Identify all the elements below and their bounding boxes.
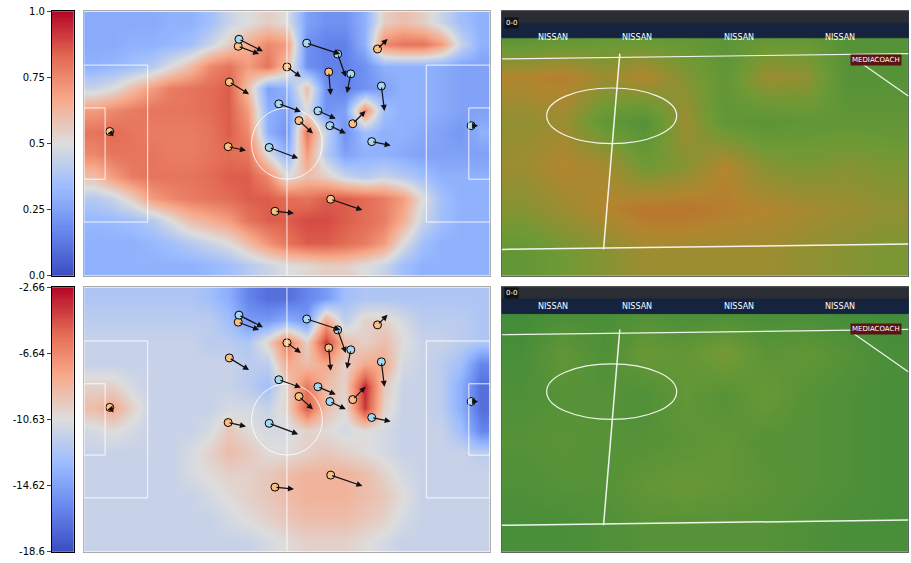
svg-text:NISSAN: NISSAN [538, 302, 568, 311]
svg-text:NISSAN: NISSAN [825, 302, 855, 311]
svg-text:0.5: 0.5 [29, 138, 45, 149]
svg-text:-18.6: -18.6 [19, 546, 45, 557]
svg-text:NISSAN: NISSAN [825, 33, 855, 42]
svg-text:1.0: 1.0 [29, 6, 45, 17]
svg-text:0.0: 0.0 [29, 270, 45, 281]
svg-text:NISSAN: NISSAN [724, 302, 754, 311]
svg-text:NISSAN: NISSAN [622, 33, 652, 42]
svg-text:-6.64: -6.64 [19, 348, 45, 359]
svg-text:-14.62: -14.62 [13, 480, 45, 491]
svg-text:MEDIACOACH: MEDIACOACH [852, 325, 900, 333]
svg-text:0.75: 0.75 [23, 72, 45, 83]
svg-text:NISSAN: NISSAN [622, 302, 652, 311]
svg-text:-10.63: -10.63 [13, 414, 45, 425]
svg-text:NISSAN: NISSAN [724, 33, 754, 42]
svg-text:0-0: 0-0 [506, 289, 517, 297]
svg-text:-2.66: -2.66 [19, 282, 45, 293]
svg-text:NISSAN: NISSAN [538, 33, 568, 42]
svg-text:MEDIACOACH: MEDIACOACH [852, 56, 900, 64]
svg-text:0.25: 0.25 [23, 204, 45, 215]
svg-text:0-0: 0-0 [506, 19, 517, 27]
